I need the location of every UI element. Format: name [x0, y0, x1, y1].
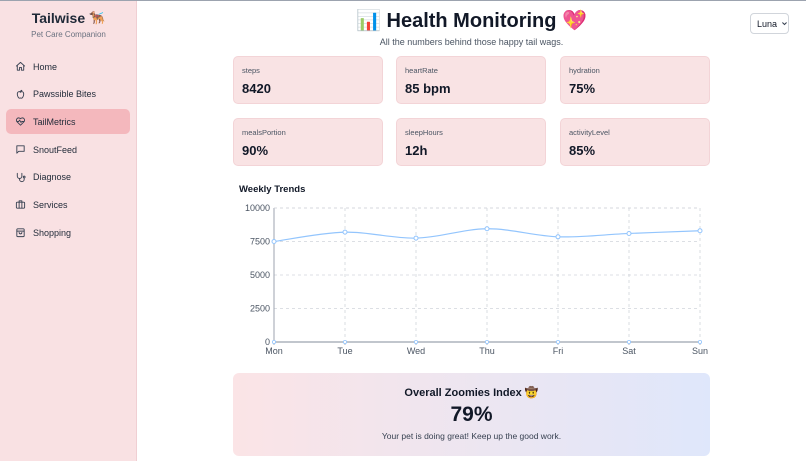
- data-point: [555, 234, 561, 240]
- y-tick-label: 7500: [250, 237, 270, 247]
- sidebar-item-tailmetrics[interactable]: TailMetrics: [6, 109, 130, 135]
- pet-select[interactable]: Luna: [750, 13, 789, 34]
- baseline-marker: [626, 339, 631, 344]
- metric-value: 8420: [242, 81, 271, 96]
- sidebar-nav: Home Pawssible Bites TailMetrics SnoutFe…: [6, 54, 130, 248]
- metric-card-steps: steps 8420: [233, 56, 383, 104]
- baseline-marker: [343, 339, 348, 344]
- dog-icon: 🐕‍🦺: [89, 10, 106, 25]
- y-tick-label: 2500: [250, 304, 270, 314]
- briefcase-icon: [15, 200, 26, 210]
- data-point: [697, 228, 703, 234]
- y-tick-label: 0: [265, 337, 270, 347]
- metric-card-heartrate: heartRate 85 bpm: [396, 56, 546, 104]
- apple-icon: [16, 89, 25, 99]
- data-point: [413, 235, 419, 241]
- data-point: [342, 229, 348, 235]
- zoomies-title: Overall Zoomies Index 🤠: [404, 387, 539, 399]
- sidebar: Tailwise 🐕‍🦺 Pet Care Companion Home Paw…: [0, 1, 137, 461]
- sidebar-item-label: Shopping: [33, 227, 72, 238]
- x-tick-label: Sun: [692, 346, 708, 356]
- metric-card-hydration: hydration 75%: [560, 56, 710, 104]
- sidebar-item-shopping[interactable]: Shopping: [6, 220, 130, 245]
- brand: Tailwise 🐕‍🦺 Pet Care Companion: [0, 10, 137, 39]
- x-tick-label: Tue: [337, 346, 352, 356]
- y-tick-label: 10000: [245, 203, 270, 213]
- x-tick-label: Mon: [265, 346, 283, 356]
- metric-card-mealsportion: mealsPortion 90%: [233, 118, 383, 166]
- metric-value: 85%: [569, 143, 596, 158]
- baseline-marker: [484, 339, 489, 344]
- shopping-bag-icon: [16, 228, 25, 238]
- metric-label: hydration: [569, 66, 600, 75]
- x-tick-label: Sat: [622, 346, 636, 356]
- metric-label: activityLevel: [569, 128, 610, 137]
- x-tick-label: Wed: [407, 346, 425, 356]
- metric-label: mealsPortion: [242, 128, 286, 137]
- baseline-marker: [697, 339, 702, 344]
- brand-subtitle: Pet Care Companion: [31, 30, 106, 39]
- metric-value: 90%: [242, 143, 269, 158]
- page-title: 📊 Health Monitoring 💖: [356, 10, 587, 32]
- baseline-marker: [555, 339, 560, 344]
- zoomies-index-card: Overall Zoomies Index 🤠 79% Your pet is …: [233, 373, 710, 456]
- data-point: [484, 226, 490, 232]
- sidebar-item-label: SnoutFeed: [33, 144, 78, 155]
- sidebar-item-label: Home: [33, 61, 58, 72]
- metric-label: sleepHours: [405, 128, 443, 137]
- zoomies-message: Your pet is doing great! Keep up the goo…: [381, 431, 562, 441]
- metric-value: 12h: [405, 143, 428, 158]
- home-icon: [15, 61, 26, 71]
- x-tick-label: Fri: [553, 346, 564, 356]
- y-tick-label: 5000: [250, 270, 270, 280]
- metric-card-activitylevel: activityLevel 85%: [560, 118, 710, 166]
- metric-card-sleephours: sleepHours 12h: [396, 118, 546, 166]
- data-point: [626, 230, 632, 236]
- brand-name: Tailwise: [31, 10, 86, 26]
- sidebar-item-label: Diagnose: [33, 172, 72, 183]
- sidebar-item-snoutfeed[interactable]: SnoutFeed: [6, 137, 130, 162]
- baseline-marker: [272, 339, 277, 344]
- stethoscope-icon: [16, 172, 26, 182]
- page-subtitle: All the numbers behind those happy tail …: [379, 37, 564, 47]
- sidebar-item-diagnose[interactable]: Diagnose: [6, 165, 130, 190]
- brand-title: Tailwise 🐕‍🦺: [32, 10, 106, 26]
- data-point: [271, 239, 277, 244]
- metric-value: 75%: [569, 81, 596, 96]
- baseline-marker: [413, 339, 418, 344]
- chevron-down-icon: [782, 22, 787, 26]
- heart-pulse-icon: [16, 117, 25, 126]
- sidebar-item-home[interactable]: Home: [6, 54, 130, 79]
- metric-value: 85 bpm: [405, 81, 451, 96]
- chart-title: Weekly Trends: [239, 184, 306, 195]
- x-tick-label: Thu: [479, 346, 495, 356]
- sidebar-item-label: Services: [33, 199, 68, 210]
- window-top-border: [0, 0, 806, 1]
- chat-icon: [16, 145, 25, 154]
- sidebar-item-label: Pawssible Bites: [33, 89, 97, 100]
- pet-select-value: Luna: [757, 18, 778, 29]
- sidebar-item-pawssible-bites[interactable]: Pawssible Bites: [6, 82, 130, 107]
- weekly-trends-chart: 0 2500 5000 7500 10000 Mon Tue Wed Thu Fri Sat Sun: [245, 203, 708, 356]
- metric-label: heartRate: [405, 66, 438, 75]
- sidebar-item-label: TailMetrics: [33, 116, 76, 127]
- weekly-trends-panel: Weekly Trends 0 2500 5000 7500 10000 Mon Tue We…: [233, 177, 710, 367]
- sidebar-item-services[interactable]: Services: [6, 192, 130, 217]
- metric-label: steps: [242, 66, 260, 75]
- zoomies-value: 79%: [450, 403, 493, 426]
